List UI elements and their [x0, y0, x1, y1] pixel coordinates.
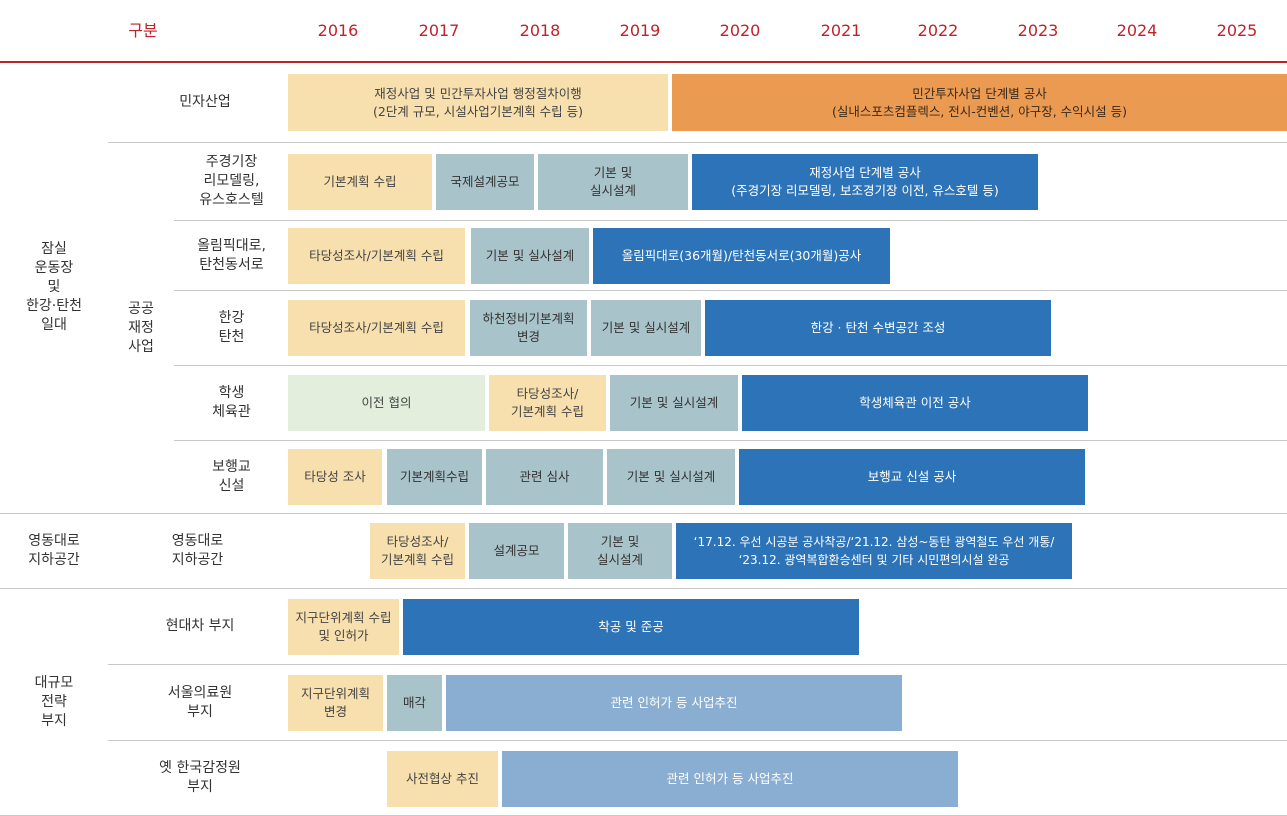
row-label-student-gym: 학생 체육관	[212, 385, 251, 420]
row-label-seoul-medical: 서울의료원 부지	[167, 684, 233, 720]
timeline-bar: 타당성조사/기본계획 수립	[288, 228, 465, 284]
timeline-header: 구분 2016 2017 2018 2019 2020 2021 2022 20…	[0, 0, 1287, 62]
row-label-footbridge: 보행교 신설	[212, 459, 251, 494]
timeline-bar: 관련 인허가 등 사업추진	[446, 675, 902, 731]
timeline-bar: 보행교 신설 공사	[739, 449, 1085, 505]
row-divider	[108, 740, 1287, 741]
row-label-yeongdong: 영동대로 지하공간	[171, 533, 224, 568]
timeline-bar: 타당성조사/기본계획 수립	[288, 300, 465, 356]
year-2020: 2020	[719, 21, 761, 40]
category-header: 구분	[128, 21, 158, 40]
timeline-bar: 올림픽대로(36개월)/탄천동서로(30개월)공사	[593, 228, 890, 284]
timeline-bar: 착공 및 준공	[403, 599, 859, 655]
row-label-appraisal-board: 옛 한국감정원 부지	[159, 760, 241, 795]
timeline-bar: 학생체육관 이전 공사	[742, 375, 1088, 431]
timeline-bar: 재정사업 단계별 공사 (주경기장 리모델링, 보조경기장 이전, 유스호텔 등…	[692, 154, 1038, 210]
group-label-jamsil: 잠실 운동장 및 한강·탄천 일대	[26, 241, 82, 333]
timeline-bar: 기본계획수립	[387, 449, 482, 505]
header-divider	[0, 61, 1287, 63]
timeline-bar: 민간투자사업 단계별 공사 (실내스포츠컴플렉스, 전시-컨벤션, 야구장, 수…	[672, 74, 1287, 131]
timeline-bar: 한강 · 탄천 수변공간 조성	[705, 300, 1051, 356]
year-2017: 2017	[418, 21, 460, 40]
timeline-bar: 관련 인허가 등 사업추진	[502, 751, 958, 807]
timeline-bar: 기본계획 수립	[288, 154, 432, 210]
group-label-strategic-sites: 대규모 전략 부지	[34, 674, 74, 729]
row-label-main-stadium: 주경기장 리모델링, 유스호스텔	[199, 154, 264, 208]
timeline-bar: 기본 및 실시설계	[607, 449, 735, 505]
row-divider	[174, 290, 1287, 291]
subgroup-label-public: 공공 재정 사업	[128, 300, 154, 355]
timeline-bar: 기본 및 실시설계	[568, 523, 672, 579]
timeline-bar: ‘17.12. 우선 시공분 공사착공/‘21.12. 삼성~동탄 광역철도 우…	[676, 523, 1072, 579]
timeline-bar: 기본 및 실사설계	[471, 228, 589, 284]
year-2025: 2025	[1216, 21, 1258, 40]
timeline-bar: 타당성조사/ 기본계획 수립	[489, 375, 606, 431]
row-divider	[174, 220, 1287, 221]
timeline-bar: 관련 심사	[486, 449, 603, 505]
timeline-bar: 재정사업 및 민간투자사업 행정절차이행 (2단계 규모, 시설사업기본계획 수…	[288, 74, 668, 131]
timeline-bar: 지구단위계획 변경	[288, 675, 383, 731]
year-2016: 2016	[317, 21, 359, 40]
row-divider	[108, 142, 1287, 143]
year-2024: 2024	[1116, 21, 1158, 40]
timeline-bar: 하천정비기본계획 변경	[470, 300, 587, 356]
row-label-hangang: 한강 탄천	[218, 310, 245, 345]
row-divider	[108, 664, 1287, 665]
timeline-bar: 국제설계공모	[436, 154, 534, 210]
timeline-bar: 기본 및 실시설계	[538, 154, 688, 210]
timeline-bar: 매각	[387, 675, 442, 731]
timeline-bar: 지구단위계획 수립 및 인허가	[288, 599, 399, 655]
year-2018: 2018	[519, 21, 561, 40]
year-2021: 2021	[820, 21, 862, 40]
row-divider	[174, 365, 1287, 366]
timeline-bar: 기본 및 실시설계	[610, 375, 738, 431]
group-divider	[0, 513, 1287, 514]
row-label-hyundai: 현대차 부지	[165, 618, 235, 634]
row-label-olympic-road: 올림픽대로, 탄천동서로	[197, 237, 266, 273]
row-label-private: 민자산업	[179, 93, 231, 110]
year-2023: 2023	[1017, 21, 1059, 40]
year-2019: 2019	[619, 21, 661, 40]
year-2022: 2022	[917, 21, 959, 40]
timeline-bar: 이전 협의	[288, 375, 485, 431]
group-divider	[0, 588, 1287, 589]
timeline-bar: 타당성 조사	[288, 449, 382, 505]
timeline-bar: 설계공모	[469, 523, 564, 579]
row-divider	[174, 440, 1287, 441]
timeline-bar: 사전협상 추진	[387, 751, 498, 807]
timeline-bar: 타당성조사/ 기본계획 수립	[370, 523, 465, 579]
group-label-yeongdong: 영동대로 지하공간	[28, 533, 80, 568]
timeline-bar: 기본 및 실시설계	[591, 300, 701, 356]
